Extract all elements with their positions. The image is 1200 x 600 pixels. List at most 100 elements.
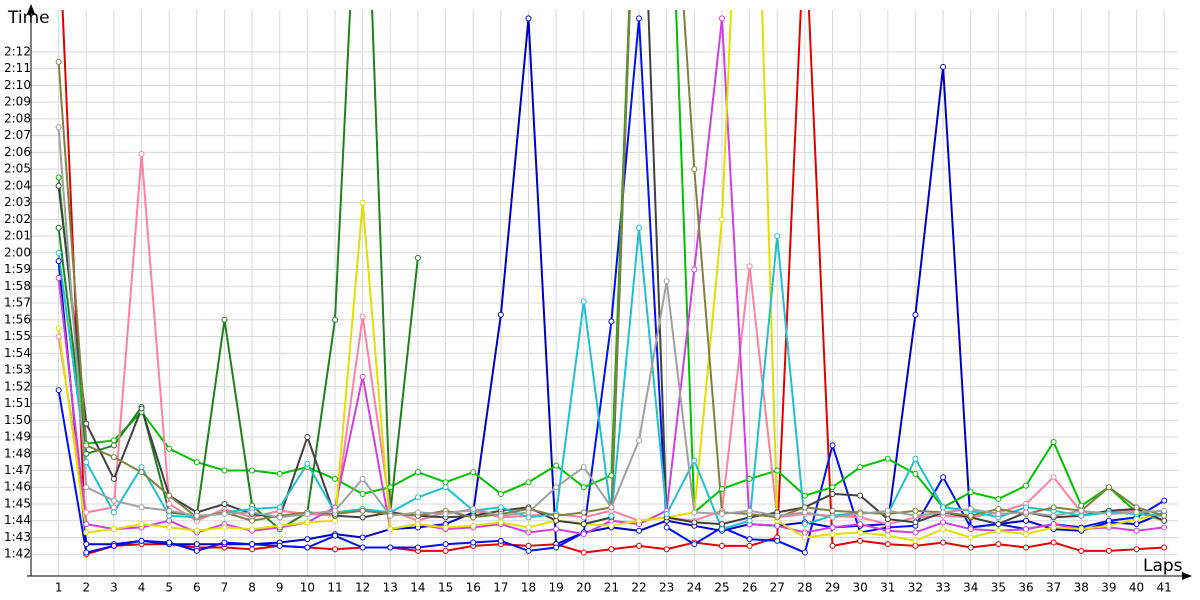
data-point	[829, 531, 836, 538]
data-point	[249, 509, 256, 516]
data-point	[1022, 531, 1029, 538]
data-point	[525, 547, 532, 554]
data-point	[774, 233, 781, 240]
data-point	[829, 542, 836, 549]
data-point	[276, 504, 283, 511]
x-tick-label: 40	[1129, 581, 1144, 595]
x-tick-label: 15	[438, 581, 453, 595]
data-point	[553, 517, 560, 524]
data-point	[884, 527, 891, 534]
series-line	[57, 10, 419, 531]
data-point	[1050, 539, 1057, 546]
x-axis-arrow	[1182, 572, 1192, 580]
data-point	[553, 512, 560, 519]
data-point	[1105, 547, 1112, 554]
y-tick-label: 1:49	[4, 430, 31, 444]
data-point	[1133, 509, 1140, 516]
data-point	[1022, 504, 1029, 511]
data-point	[55, 274, 62, 281]
data-point	[1078, 507, 1085, 514]
y-tick-label: 2:01	[4, 229, 31, 243]
x-tick-label: 9	[276, 581, 284, 595]
data-point	[83, 442, 90, 449]
data-point	[138, 464, 145, 471]
x-tick-label: 33	[935, 581, 950, 595]
y-tick-label: 1:42	[4, 547, 31, 561]
x-tick-label: 21	[604, 581, 619, 595]
data-point	[193, 541, 200, 548]
data-point	[746, 517, 753, 524]
y-tick-label: 1:48	[4, 446, 31, 460]
data-point	[829, 507, 836, 514]
data-point	[138, 151, 145, 158]
data-point	[995, 495, 1002, 502]
data-point	[110, 509, 117, 516]
data-point	[83, 521, 90, 528]
data-point	[166, 500, 173, 507]
data-point	[110, 442, 117, 449]
data-point	[83, 484, 90, 491]
data-point	[193, 527, 200, 534]
data-point	[608, 472, 615, 479]
data-point	[55, 249, 62, 256]
data-point	[718, 485, 725, 492]
data-point	[580, 514, 587, 521]
data-point	[912, 542, 919, 549]
data-point	[55, 58, 62, 65]
data-point	[497, 519, 504, 526]
data-point	[304, 544, 311, 551]
data-point	[857, 464, 864, 471]
y-tick-label: 1:44	[4, 513, 31, 527]
y-tick-label: 2:10	[4, 78, 31, 92]
data-point	[1161, 512, 1168, 519]
data-point	[442, 541, 449, 548]
y-tick-label: 2:03	[4, 195, 31, 209]
data-point	[55, 174, 62, 181]
x-tick-label: 1	[55, 581, 63, 595]
data-point	[138, 537, 145, 544]
data-point	[663, 511, 670, 518]
data-point	[995, 521, 1002, 528]
data-point	[359, 475, 366, 482]
data-point	[691, 519, 698, 526]
data-point	[442, 484, 449, 491]
y-tick-label: 1:50	[4, 413, 31, 427]
x-tick-label: 30	[853, 581, 868, 595]
data-point	[553, 544, 560, 551]
data-point	[553, 526, 560, 533]
data-point	[829, 484, 836, 491]
x-tick-label: 26	[742, 581, 757, 595]
data-point	[1050, 504, 1057, 511]
data-point	[1105, 522, 1112, 529]
data-point	[774, 512, 781, 519]
data-point	[608, 522, 615, 529]
data-point	[691, 541, 698, 548]
data-point	[442, 524, 449, 531]
data-point	[801, 504, 808, 511]
data-point	[221, 316, 228, 323]
data-point	[55, 182, 62, 189]
data-point	[995, 506, 1002, 513]
data-point	[608, 504, 615, 511]
data-point	[166, 512, 173, 519]
x-tick-label: 29	[825, 581, 840, 595]
y-tick-label: 1:58	[4, 279, 31, 293]
data-point	[912, 470, 919, 477]
data-point	[304, 460, 311, 467]
y-tick-label: 2:11	[4, 61, 31, 75]
y-tick-label: 1:57	[4, 296, 31, 310]
data-point	[1161, 517, 1168, 524]
data-point	[580, 464, 587, 471]
data-point	[912, 512, 919, 519]
data-point	[414, 494, 421, 501]
data-point	[414, 469, 421, 476]
data-point	[718, 511, 725, 518]
data-point	[387, 512, 394, 519]
data-point	[221, 539, 228, 546]
data-point	[1133, 516, 1140, 523]
data-point	[857, 492, 864, 499]
data-point	[55, 333, 62, 340]
data-point	[1161, 507, 1168, 514]
data-point	[691, 266, 698, 273]
data-point	[940, 539, 947, 546]
